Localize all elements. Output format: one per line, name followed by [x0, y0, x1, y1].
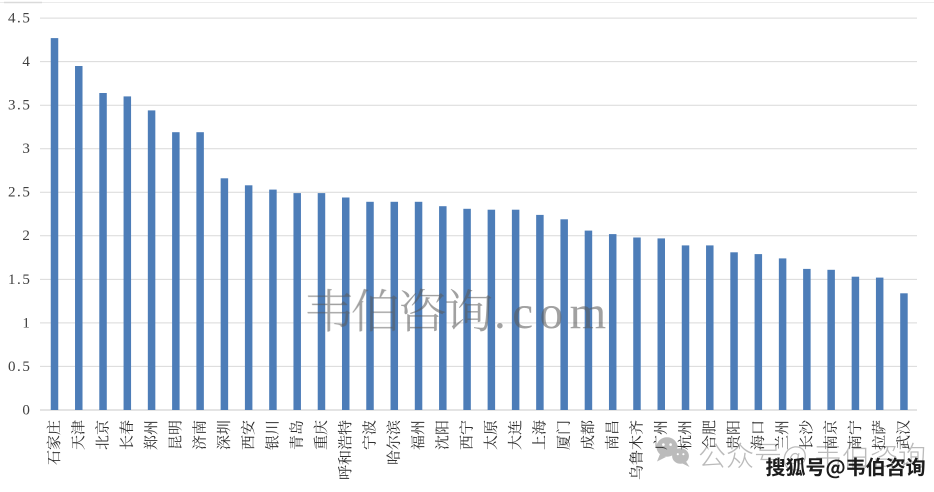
svg-text:2: 2 — [22, 228, 31, 244]
svg-text:4.5: 4.5 — [8, 11, 32, 27]
svg-text:1: 1 — [22, 315, 31, 331]
svg-text:3: 3 — [22, 141, 31, 157]
svg-text:4: 4 — [22, 54, 31, 70]
svg-text:.com: .com — [494, 287, 613, 339]
svg-text:3.5: 3.5 — [8, 98, 32, 114]
svg-text:0: 0 — [22, 402, 31, 418]
svg-text:1.5: 1.5 — [8, 272, 32, 288]
svg-text:2.5: 2.5 — [8, 185, 32, 201]
svg-text:0.5: 0.5 — [8, 359, 32, 375]
